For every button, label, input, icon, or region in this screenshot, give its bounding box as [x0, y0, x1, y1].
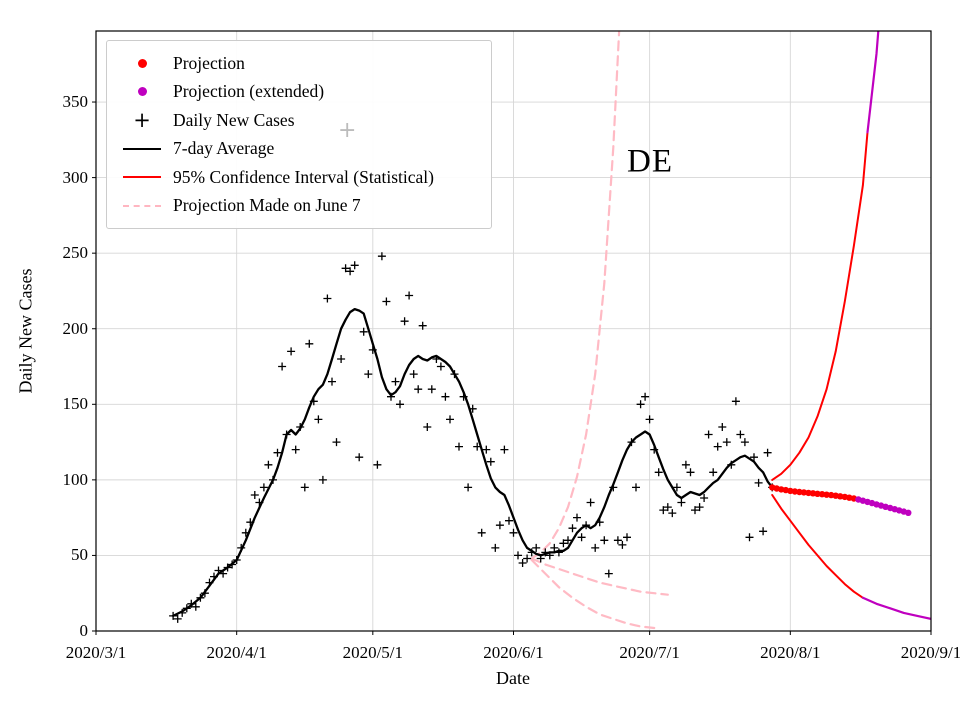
- legend-item-daily-new-cases: + Daily New Cases: [119, 106, 479, 135]
- plot-border: [95, 30, 932, 632]
- series-daily-new-cases: [169, 252, 777, 623]
- y-tick-label: 200: [62, 318, 89, 338]
- y-tick-label: 100: [62, 469, 89, 489]
- y-axis-label: Daily New Cases: [15, 268, 36, 394]
- red-dot-icon: [119, 58, 165, 68]
- series-projection-june7-mean: [530, 557, 669, 596]
- series-ci-lower-statistical: [771, 494, 864, 599]
- series-projection-june7-lower: [530, 558, 656, 630]
- legend-item-projection: Projection: [119, 49, 479, 78]
- legend-label: Projection Made on June 7: [173, 195, 361, 216]
- legend-item-7day-average: 7-day Average: [119, 135, 479, 164]
- series-ci-upper-extended: [866, 31, 880, 134]
- x-tick-label: 2020/6/1: [483, 643, 544, 662]
- y-tick-label: 0: [79, 621, 89, 640]
- series-projection-june7-upper: [530, 31, 621, 560]
- x-tick-label: 2020/3/1: [65, 643, 127, 662]
- legend-item-projection-june7: Projection Made on June 7: [119, 192, 479, 221]
- x-tick-label: 2020/8/1: [760, 643, 821, 662]
- country-annotation: DE: [627, 143, 673, 180]
- watermark-plus-icon: +: [338, 118, 357, 143]
- legend-item-confidence-interval: 95% Confidence Interval (Statistical): [119, 163, 479, 192]
- red-line-icon: [119, 176, 165, 179]
- y-tick-label: 250: [62, 243, 89, 263]
- magenta-dot-icon: [119, 87, 165, 97]
- series-projection-extended: [855, 496, 912, 516]
- plus-marker-icon: +: [133, 107, 151, 132]
- x-axis-label: Date: [496, 668, 530, 688]
- legend-label: 7-day Average: [173, 138, 275, 159]
- legend-label: Projection: [173, 52, 245, 73]
- x-tick-label: 2020/7/1: [619, 643, 680, 662]
- y-tick-label: 350: [62, 92, 89, 112]
- legend: Projection Projection (extended) + Daily…: [106, 40, 492, 229]
- y-tick-label: 150: [62, 394, 89, 414]
- black-line-icon: [119, 147, 165, 150]
- tick-marks: [92, 101, 932, 635]
- legend-label: Projection (extended): [173, 81, 325, 102]
- series-ci-upper-statistical: [771, 131, 869, 481]
- y-tick-label: 50: [71, 545, 88, 565]
- x-tick-label: 2020/5/1: [342, 643, 404, 662]
- y-tick-label: 300: [62, 167, 89, 187]
- legend-label: Daily New Cases: [173, 109, 295, 130]
- x-tick-label: 2020/4/1: [206, 643, 267, 662]
- series-ci-lower-extended: [861, 596, 931, 620]
- plot-area: [169, 31, 931, 630]
- series-seven-day-average: [171, 307, 774, 618]
- grid-lines: [95, 31, 932, 632]
- series-projection: [769, 484, 858, 502]
- x-tick-label: 2020/9/1: [900, 643, 960, 662]
- legend-label: 95% Confidence Interval (Statistical): [173, 166, 434, 187]
- legend-item-projection-extended: Projection (extended): [119, 78, 479, 107]
- pink-dashed-line-icon: [119, 204, 165, 207]
